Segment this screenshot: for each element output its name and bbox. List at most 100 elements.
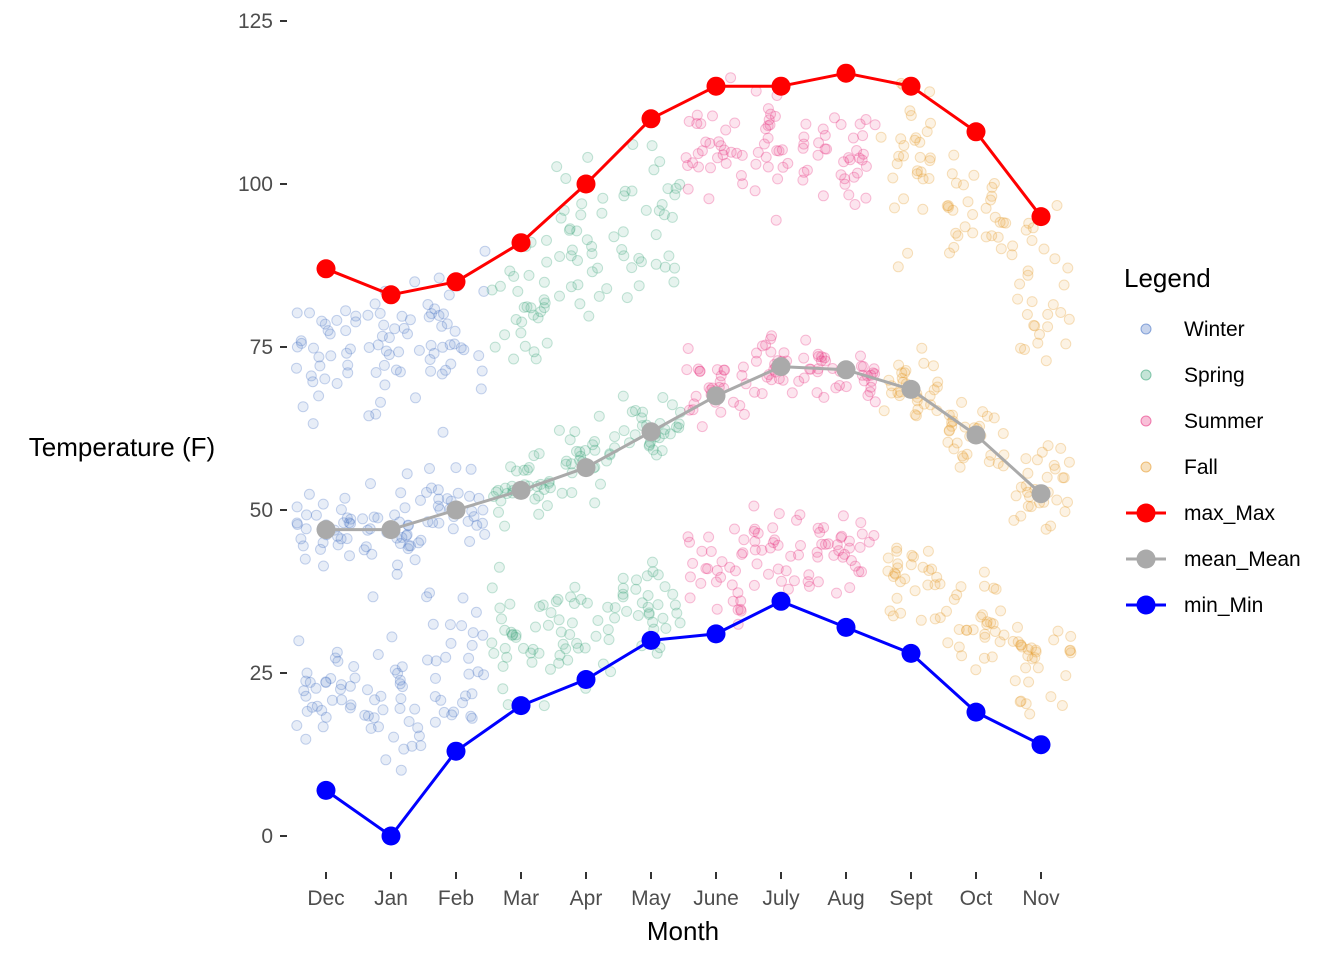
scatter-point xyxy=(1024,708,1036,720)
scatter-point xyxy=(552,593,564,605)
scatter-point xyxy=(756,340,768,352)
scatter-point xyxy=(811,387,823,399)
scatter-point xyxy=(375,690,387,702)
legend-mean-mean-label: mean_Mean xyxy=(1184,548,1301,571)
scatter-point xyxy=(396,310,408,322)
scatter-point xyxy=(566,244,578,256)
scatter-point xyxy=(928,384,940,396)
scatter-point xyxy=(896,367,908,379)
scatter-point xyxy=(297,401,309,413)
scatter-point xyxy=(797,142,809,154)
scatter-point xyxy=(664,428,676,440)
scatter-point xyxy=(479,245,491,257)
scatter-point xyxy=(383,332,395,344)
mean-mean-point xyxy=(771,357,791,377)
scatter-point xyxy=(307,376,319,388)
scatter-point xyxy=(296,337,307,349)
scatter-point xyxy=(365,478,376,490)
x-tick-label: June xyxy=(693,887,739,910)
scatter-point xyxy=(303,488,315,500)
scatter-point xyxy=(428,347,440,359)
scatter-point xyxy=(1056,700,1068,711)
scatter-point xyxy=(394,678,406,690)
scatter-point xyxy=(345,699,357,711)
scatter-point xyxy=(818,391,830,403)
scatter-point xyxy=(554,649,566,661)
scatter-point xyxy=(380,754,392,766)
scatter-point xyxy=(934,612,946,624)
scatter-point xyxy=(1022,265,1034,277)
scatter-point xyxy=(1022,650,1034,662)
max-max-point xyxy=(576,174,596,194)
scatter-point xyxy=(995,243,1007,255)
scatter-point xyxy=(946,168,958,180)
scatter-point xyxy=(477,629,489,641)
scatter-point xyxy=(782,583,794,595)
scatter-point xyxy=(445,358,457,370)
scatter-point xyxy=(643,608,655,620)
scatter-point xyxy=(544,482,556,494)
min-min-point xyxy=(641,630,661,650)
scatter-point xyxy=(662,183,674,195)
scatter-point xyxy=(1014,278,1026,290)
scatter-point xyxy=(961,448,973,460)
scatter-point xyxy=(426,482,437,494)
scatter-point xyxy=(375,396,386,408)
scatter-point xyxy=(656,199,668,210)
scatter-point xyxy=(362,309,374,321)
scatter-point xyxy=(433,272,445,284)
scatter-point xyxy=(864,386,876,398)
scatter-point xyxy=(882,565,894,577)
scatter-point xyxy=(719,364,731,376)
scatter-point xyxy=(917,203,929,215)
scatter-point xyxy=(1042,321,1054,333)
scatter-point xyxy=(581,597,593,609)
scatter-point xyxy=(707,110,718,122)
scatter-point xyxy=(367,591,379,603)
scatter-point xyxy=(463,668,475,680)
scatter-point xyxy=(909,134,921,146)
scatter-point xyxy=(569,581,581,593)
scatter-point xyxy=(813,137,825,149)
min-min-point xyxy=(576,670,596,689)
scatter-point xyxy=(820,538,831,550)
scatter-point xyxy=(720,157,732,169)
scatter-point xyxy=(466,712,478,724)
scatter-point xyxy=(538,700,550,712)
legend-min-min-swatch-point xyxy=(1136,595,1156,615)
scatter-point xyxy=(791,514,802,526)
scatter-point xyxy=(319,318,331,330)
scatter-point xyxy=(924,155,936,167)
scatter-point xyxy=(424,354,436,365)
scatter-point xyxy=(475,383,487,395)
scatter-point xyxy=(301,705,313,717)
scatter-point xyxy=(379,379,391,391)
scatter-point xyxy=(893,359,905,371)
scatter-point xyxy=(310,509,322,521)
scatter-point xyxy=(426,308,437,320)
scatter-point xyxy=(565,250,577,262)
scatter-point xyxy=(932,376,944,388)
scatter-point xyxy=(554,251,566,262)
scatter-point xyxy=(736,369,748,381)
scatter-point xyxy=(730,565,741,577)
scatter-point xyxy=(1029,320,1041,332)
scatter-point xyxy=(975,611,987,623)
scatter-point xyxy=(566,617,578,629)
scatter-point xyxy=(1020,662,1032,674)
mean-mean-point xyxy=(836,360,856,380)
scatter-point xyxy=(803,580,815,592)
scatter-point xyxy=(438,706,450,718)
scatter-point xyxy=(822,538,834,550)
scatter-point xyxy=(760,339,772,351)
scatter-point xyxy=(579,445,591,456)
scatter-point xyxy=(1057,472,1069,484)
scatter-point xyxy=(291,341,303,353)
scatter-point xyxy=(488,647,500,659)
scatter-point xyxy=(837,551,849,563)
scatter-point xyxy=(344,702,356,714)
scatter-point xyxy=(1064,645,1076,657)
scatter-point xyxy=(392,559,403,571)
scatter-point xyxy=(433,310,445,321)
scatter-point xyxy=(468,511,480,523)
